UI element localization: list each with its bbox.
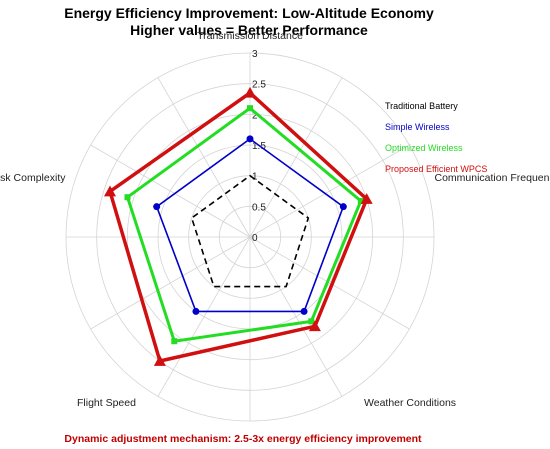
legend-entry: Optimized Wireless	[385, 143, 463, 153]
data-point	[124, 194, 131, 201]
axis-label: Weather Conditions	[364, 397, 456, 409]
data-point	[192, 307, 200, 315]
data-point	[308, 318, 315, 325]
series-line	[125, 106, 363, 343]
grid-spoke-2	[249, 144, 410, 238]
legend-entry: Simple Wireless	[385, 122, 450, 132]
series-line	[155, 137, 345, 313]
grid-spoke-5	[249, 236, 343, 397]
legend-entry: Proposed Efficient WPCS	[385, 164, 487, 174]
data-point	[339, 203, 347, 211]
axis-label: Task Complexity	[0, 172, 66, 184]
data-point	[308, 320, 321, 332]
data-point	[104, 185, 117, 197]
series-line	[107, 90, 369, 364]
data-point	[153, 355, 166, 366]
legend: Traditional Battery Simple Wireless Optimi…	[385, 101, 487, 174]
annotation-note: Dynamic adjustment mechanism: 2.5-3x ene…	[64, 433, 422, 445]
data-point	[153, 203, 161, 211]
chart-subtitle: Higher values = Better Performance	[130, 22, 368, 38]
series-line	[190, 174, 310, 288]
axis-label: Transmission Distance	[197, 30, 303, 42]
r-tick-label: 2.5	[252, 80, 266, 91]
r-tick-label: 1	[252, 172, 258, 183]
axis-label: Flight Speed	[77, 397, 136, 409]
legend-entry: Traditional Battery	[385, 101, 458, 111]
grid-spoke-1	[249, 77, 343, 238]
r-tick-label: 0.5	[252, 202, 266, 213]
data-point	[171, 338, 178, 345]
grid-spoke-11	[157, 77, 251, 238]
chart-title: Energy Efficiency Improvement: Low-Altit…	[64, 5, 434, 21]
axis-label: Communication Frequency	[435, 172, 550, 184]
grid-spoke-4	[249, 236, 410, 330]
data-point	[300, 307, 308, 315]
series-group	[104, 86, 373, 366]
data-point	[246, 135, 254, 143]
grid-spoke-8	[90, 236, 251, 330]
r-tick-label: 3	[252, 49, 258, 60]
grid-spoke-7	[157, 236, 251, 397]
data-point	[244, 86, 256, 98]
data-point	[247, 105, 253, 112]
axis-labels: Transmission Distance Communication Frequ…	[0, 30, 550, 409]
data-point	[357, 197, 364, 204]
data-point	[360, 193, 373, 204]
r-tick-label: 2	[252, 110, 258, 121]
grid-spoke-10	[90, 144, 251, 238]
r-tick-label: 0	[252, 233, 258, 244]
